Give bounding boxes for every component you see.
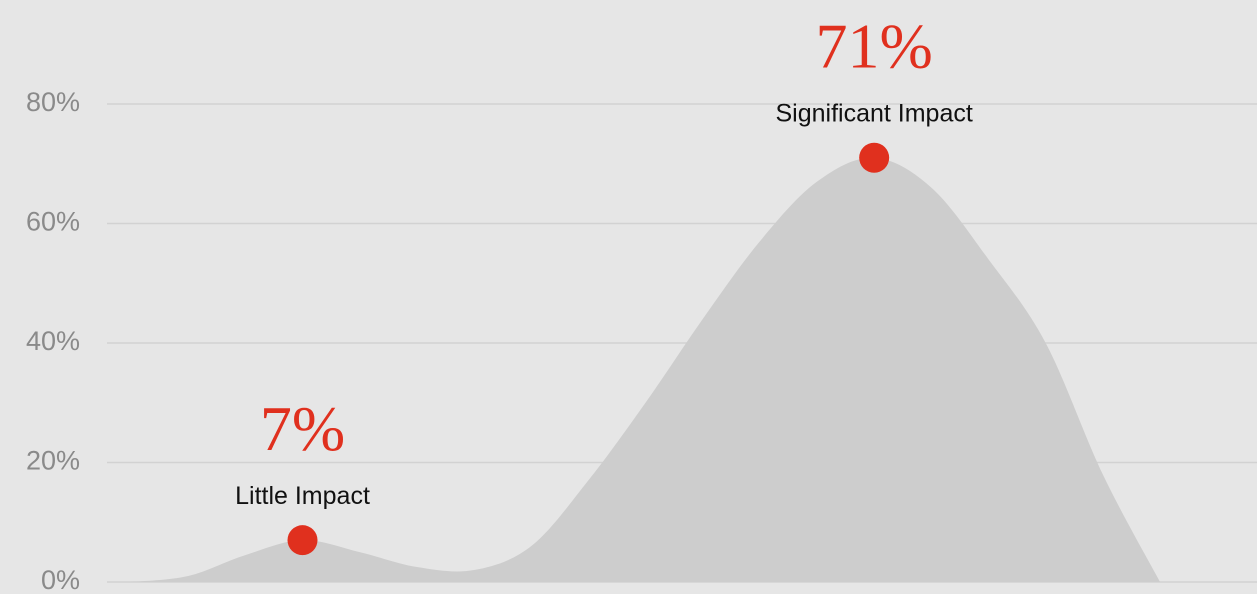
marker (859, 142, 890, 173)
y-tick-label: 0% (41, 565, 80, 594)
value-label: 7% (260, 393, 345, 464)
marker (287, 525, 318, 556)
y-tick-label: 80% (26, 87, 80, 117)
y-tick-label: 40% (26, 326, 80, 356)
point-label: Little Impact (235, 482, 370, 510)
point-label: Significant Impact (776, 99, 973, 127)
y-tick-label: 60% (26, 207, 80, 237)
value-label: 71% (816, 10, 933, 81)
area (131, 157, 1160, 582)
y-tick-label: 20% (26, 446, 80, 476)
